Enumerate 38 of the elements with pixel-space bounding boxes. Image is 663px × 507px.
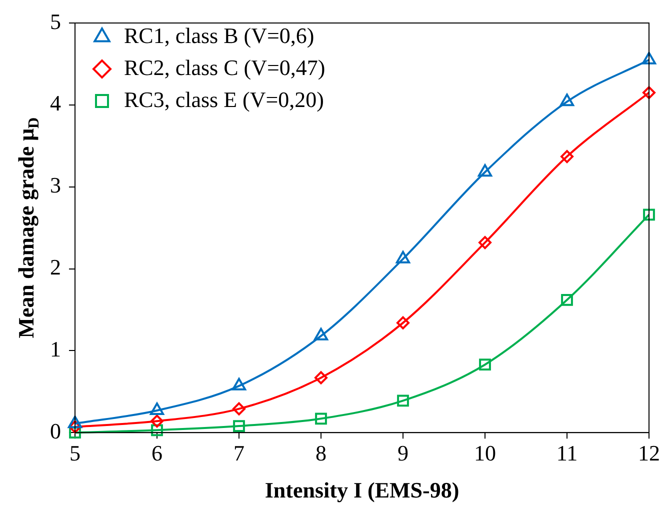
point — [643, 208, 655, 221]
y-tick-label: 5 — [50, 8, 61, 34]
point — [397, 394, 409, 407]
x-tick-label: 8 — [316, 440, 326, 466]
x-tick-label: 11 — [556, 440, 578, 466]
x-axis-title: Intensity I (EMS-98) — [264, 478, 460, 503]
point — [479, 358, 491, 371]
y-tick-label: 2 — [50, 254, 61, 280]
point — [478, 164, 492, 177]
x-tick-label: 6 — [152, 440, 162, 466]
point — [233, 420, 245, 432]
point — [68, 420, 82, 434]
point — [478, 236, 492, 250]
point — [561, 294, 573, 306]
y-axis-title: Mean damage grade μD — [14, 117, 43, 338]
x-tick-label: 5 — [70, 440, 80, 466]
x-tick-label: 7 — [234, 440, 244, 466]
x-tick-label: 10 — [474, 440, 496, 466]
point — [232, 402, 246, 416]
y-tick-label: 1 — [50, 336, 61, 362]
point — [560, 94, 574, 106]
y-tick-label: 3 — [50, 172, 61, 198]
point — [560, 150, 574, 164]
legend-label: RC3, class E (V=0,20) — [124, 86, 324, 112]
x-tick-label: 12 — [638, 440, 660, 466]
y-tick-label: 0 — [50, 418, 61, 444]
point — [315, 412, 327, 425]
legend-label: RC2, class C (V=0,47) — [124, 54, 326, 80]
point — [396, 316, 410, 330]
point — [314, 371, 328, 384]
point — [150, 414, 164, 428]
point — [151, 424, 163, 436]
legend-label: RC1, class B (V=0,6) — [124, 22, 314, 48]
x-tick-label: 9 — [398, 440, 408, 466]
point — [642, 52, 656, 64]
point — [642, 86, 656, 100]
point — [69, 426, 81, 439]
y-tick-label: 4 — [50, 90, 61, 116]
